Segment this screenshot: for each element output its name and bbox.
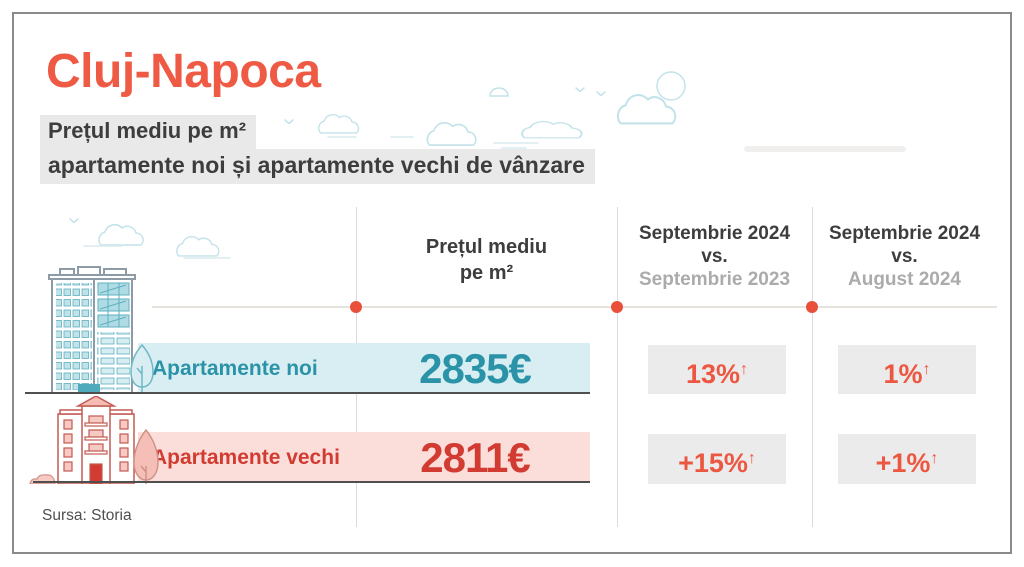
column-header-yoy-line2: vs. <box>701 246 728 267</box>
column-header-price: Prețul mediu pe m² <box>356 234 617 286</box>
frame-border <box>12 12 1012 554</box>
tree-icon <box>133 428 159 484</box>
marker-dot-2 <box>611 301 623 313</box>
column-header-yoy-line1: Septembrie 2024 <box>638 223 791 244</box>
badge-new-yoy: 13%↑ <box>648 345 786 394</box>
column-header-mom-line3: August 2024 <box>848 269 961 290</box>
source-note: Sursa: Storia <box>42 507 132 524</box>
badge-old-mom-value: +1% <box>875 448 931 478</box>
up-arrow-icon: ↑ <box>922 361 931 378</box>
up-arrow-icon: ↑ <box>740 361 749 378</box>
column-header-mom: Septembrie 2024 vs. August 2024 <box>812 222 997 291</box>
cloud-icon <box>489 87 509 97</box>
header-axis-line <box>152 306 997 308</box>
column-header-mom-line2: vs. <box>891 246 918 267</box>
cloud-icon <box>521 120 583 139</box>
marker-dot-3 <box>806 301 818 313</box>
subtitle-line-2: apartamente noi și apartamente vechi de … <box>40 149 595 184</box>
faded-cloud-streak <box>744 146 906 152</box>
column-header-price-line1: Prețul mediu <box>425 236 548 258</box>
row-band-apartamente-noi: Apartamente noi <box>138 343 590 394</box>
balcony-slats <box>97 332 130 390</box>
cloud-icon <box>176 235 220 257</box>
page-title: Cluj-Napoca <box>46 45 321 98</box>
entrance <box>78 384 100 394</box>
badge-old-mom: +1%↑ <box>838 434 976 484</box>
badge-new-yoy-value: 13% <box>685 359 741 389</box>
ground-line-old <box>33 481 590 483</box>
row-label-apartamente-noi: Apartamente noi <box>152 357 318 380</box>
sun-cloud-icon <box>656 71 686 101</box>
cloud-icon <box>318 113 360 134</box>
badge-old-yoy: +15%↑ <box>648 434 786 484</box>
door <box>89 463 103 484</box>
old-building-illustration <box>29 396 159 484</box>
row-band-apartamente-vechi: Apartamente vechi <box>138 432 590 483</box>
bird-icon <box>69 218 79 224</box>
small-windows <box>56 283 92 390</box>
column-header-yoy-line3: Septembrie 2023 <box>638 269 791 290</box>
new-building-illustration <box>48 266 154 394</box>
column-divider-3 <box>812 207 813 527</box>
row-label-apartamente-vechi: Apartamente vechi <box>152 446 340 469</box>
price-apartamente-vechi: 2811€ <box>420 434 530 481</box>
badge-new-mom: 1%↑ <box>838 345 976 394</box>
bird-icon <box>575 87 585 93</box>
cloud-icon <box>98 223 144 246</box>
column-header-price-line2: pe m² <box>459 262 514 284</box>
subtitle-line-1: Prețul mediu pe m² <box>40 115 257 149</box>
up-arrow-icon: ↑ <box>747 450 756 467</box>
column-header-yoy: Septembrie 2024 vs. Septembrie 2023 <box>617 222 812 291</box>
up-arrow-icon: ↑ <box>930 450 939 467</box>
tree-icon <box>130 343 154 394</box>
marker-dot-1 <box>350 301 362 313</box>
cloud-icon <box>426 121 477 146</box>
badge-old-yoy-value: +15% <box>678 448 748 478</box>
bird-icon <box>284 119 294 125</box>
ground-line-new <box>25 392 590 394</box>
price-apartamente-noi: 2835€ <box>419 345 532 392</box>
column-header-mom-line1: Septembrie 2024 <box>828 223 981 244</box>
bird-icon <box>596 91 606 97</box>
column-divider-2 <box>617 207 618 527</box>
badge-new-mom-value: 1% <box>883 359 923 389</box>
